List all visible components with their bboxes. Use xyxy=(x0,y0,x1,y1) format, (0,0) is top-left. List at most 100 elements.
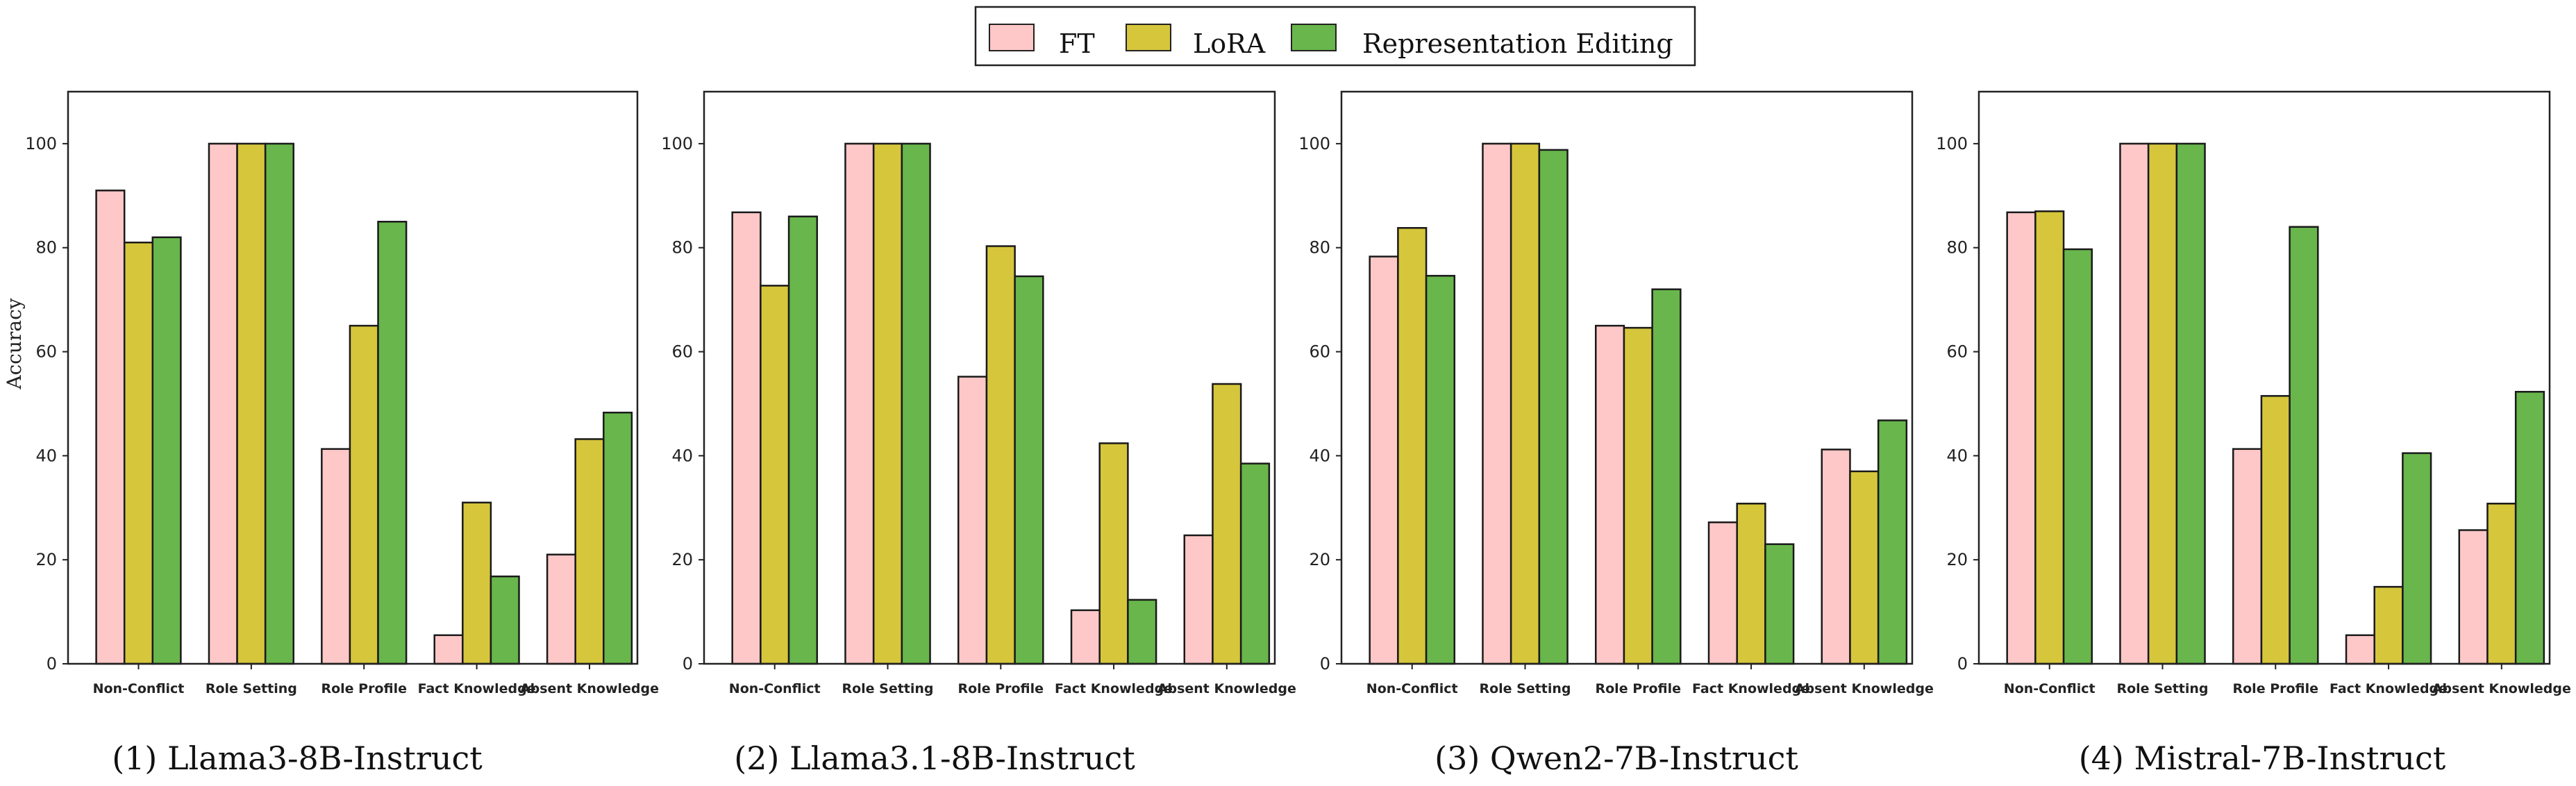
y-tick-label: 100 xyxy=(25,134,57,153)
bar-lora-role-profile xyxy=(349,324,379,665)
legend-swatch-representation-editing xyxy=(1291,24,1337,51)
bar-ft-non-conflict xyxy=(1369,256,1399,665)
y-tick-label: 20 xyxy=(671,550,693,569)
bar-lora-fact-knowledge xyxy=(462,501,492,665)
y-axis-label: Accuracy xyxy=(3,298,26,390)
bar-lora-role-profile xyxy=(2260,394,2291,665)
bar-representation-editing-fact-knowledge xyxy=(490,575,520,665)
bar-ft-role-setting xyxy=(1482,142,1512,665)
y-tick-label: 40 xyxy=(35,446,57,465)
bar-lora-absent-knowledge xyxy=(1212,383,1242,665)
x-tick-label-role-setting: Role Setting xyxy=(206,681,297,696)
y-tick-label: 60 xyxy=(1946,342,1968,362)
x-tick-label-absent-knowledge: Absent Knowledge xyxy=(1795,681,1934,696)
bar-ft-role-profile xyxy=(2232,448,2263,665)
legend-swatch-ft xyxy=(989,24,1035,51)
x-tick-label-fact-knowledge: Fact Knowledge xyxy=(1692,681,1810,696)
x-tick-label-non-conflict: Non-Conflict xyxy=(93,681,185,696)
caption-panel-2: (2) Llama3.1-8B-Instruct xyxy=(734,739,1135,777)
bar-lora-role-profile xyxy=(1623,326,1653,665)
bar-lora-role-setting xyxy=(872,142,903,665)
y-tick-label: 40 xyxy=(1946,446,1968,465)
y-tick-label: 80 xyxy=(671,238,693,258)
bar-representation-editing-role-setting xyxy=(2175,142,2206,665)
y-tick-label: 0 xyxy=(683,654,693,674)
bar-ft-absent-knowledge xyxy=(1183,534,1214,665)
bar-lora-fact-knowledge xyxy=(1098,442,1129,665)
caption-panel-4: (4) Mistral-7B-Instruct xyxy=(2079,739,2446,777)
y-tick-label: 100 xyxy=(661,134,693,153)
bar-ft-role-setting xyxy=(208,142,238,665)
y-tick-label: 100 xyxy=(1936,134,1968,153)
x-tick-label-role-profile: Role Profile xyxy=(2233,681,2319,696)
bar-lora-role-setting xyxy=(2147,142,2178,665)
bar-lora-role-setting xyxy=(236,142,267,665)
bar-ft-role-profile xyxy=(957,376,988,665)
plot-frame xyxy=(1977,90,2551,665)
x-tick-label-fact-knowledge: Fact Knowledge xyxy=(418,681,536,696)
y-tick-label: 20 xyxy=(1946,550,1968,569)
panel-qwen2-7b-instruct: Non-Conflict Role Setting Role Profile Fact… xyxy=(1298,90,1934,696)
y-tick-label: 40 xyxy=(671,446,693,465)
bar-representation-editing-role-setting xyxy=(1538,149,1569,665)
bar-representation-editing-fact-knowledge xyxy=(1127,599,1157,665)
x-tick-label-absent-knowledge: Absent Knowledge xyxy=(2432,681,2571,696)
y-tick-label: 100 xyxy=(1298,134,1330,153)
bar-representation-editing-absent-knowledge xyxy=(603,411,633,665)
legend-swatch-lora xyxy=(1126,24,1171,51)
x-tick-label-role-setting: Role Setting xyxy=(1479,681,1571,696)
y-tick-label: 0 xyxy=(1320,654,1330,674)
bar-lora-absent-knowledge xyxy=(2486,503,2517,665)
x-tick-label-absent-knowledge: Absent Knowledge xyxy=(520,681,659,696)
plot-frame xyxy=(703,90,1276,665)
y-tick-label: 40 xyxy=(1309,446,1330,465)
bar-representation-editing-role-profile xyxy=(2289,226,2319,665)
legend-label-lora: LoRA xyxy=(1193,28,1266,59)
bar-ft-fact-knowledge xyxy=(1070,609,1101,665)
bar-lora-non-conflict xyxy=(2034,210,2065,665)
bar-representation-editing-non-conflict xyxy=(2062,248,2093,665)
bar-ft-fact-knowledge xyxy=(1707,521,1738,665)
bar-ft-absent-knowledge xyxy=(2458,529,2489,665)
x-tick-label-role-setting: Role Setting xyxy=(2116,681,2208,696)
x-tick-label-fact-knowledge: Fact Knowledge xyxy=(1055,681,1173,696)
y-tick-label: 0 xyxy=(47,654,57,674)
bar-representation-editing-fact-knowledge xyxy=(2402,452,2432,665)
bar-representation-editing-non-conflict xyxy=(1425,274,1456,665)
bar-lora-role-setting xyxy=(1509,142,1541,665)
bar-ft-role-profile xyxy=(321,448,351,665)
y-tick-label: 20 xyxy=(1309,550,1330,569)
bar-lora-non-conflict xyxy=(760,285,790,665)
y-tick-label: 80 xyxy=(35,238,57,258)
bar-representation-editing-role-setting xyxy=(264,142,295,665)
legend: FT LoRA Representation Editing xyxy=(974,6,1696,67)
x-tick-label-role-profile: Role Profile xyxy=(958,681,1044,696)
x-tick-label-role-profile: Role Profile xyxy=(321,681,407,696)
bar-lora-non-conflict xyxy=(1397,227,1428,665)
bar-representation-editing-fact-knowledge xyxy=(1764,543,1795,665)
bar-lora-fact-knowledge xyxy=(1736,503,1766,665)
y-tick-label: 60 xyxy=(1309,342,1330,362)
caption-panel-3: (3) Qwen2-7B-Instruct xyxy=(1435,739,1798,777)
plot-frame xyxy=(1340,90,1914,665)
bar-representation-editing-absent-knowledge xyxy=(1877,419,1908,665)
x-tick-label-non-conflict: Non-Conflict xyxy=(1366,681,1458,696)
bar-ft-role-profile xyxy=(1594,324,1625,665)
bar-representation-editing-absent-knowledge xyxy=(2514,390,2545,665)
y-tick-label: 80 xyxy=(1309,238,1330,258)
plot-frame xyxy=(67,90,639,665)
bar-ft-absent-knowledge xyxy=(1821,449,1851,665)
bar-representation-editing-role-profile xyxy=(1014,275,1044,665)
bar-lora-absent-knowledge xyxy=(1849,470,1880,665)
bar-ft-fact-knowledge xyxy=(433,634,464,665)
x-tick-label-non-conflict: Non-Conflict xyxy=(2004,681,2096,696)
x-tick-label-non-conflict: Non-Conflict xyxy=(729,681,821,696)
bar-representation-editing-absent-knowledge xyxy=(1239,462,1271,665)
x-tick-label-role-setting: Role Setting xyxy=(842,681,933,696)
bar-lora-non-conflict xyxy=(123,241,154,665)
bar-ft-fact-knowledge xyxy=(2345,634,2375,665)
bar-representation-editing-role-setting xyxy=(901,142,931,665)
bar-ft-non-conflict xyxy=(95,190,126,665)
bar-representation-editing-role-profile xyxy=(377,221,408,665)
